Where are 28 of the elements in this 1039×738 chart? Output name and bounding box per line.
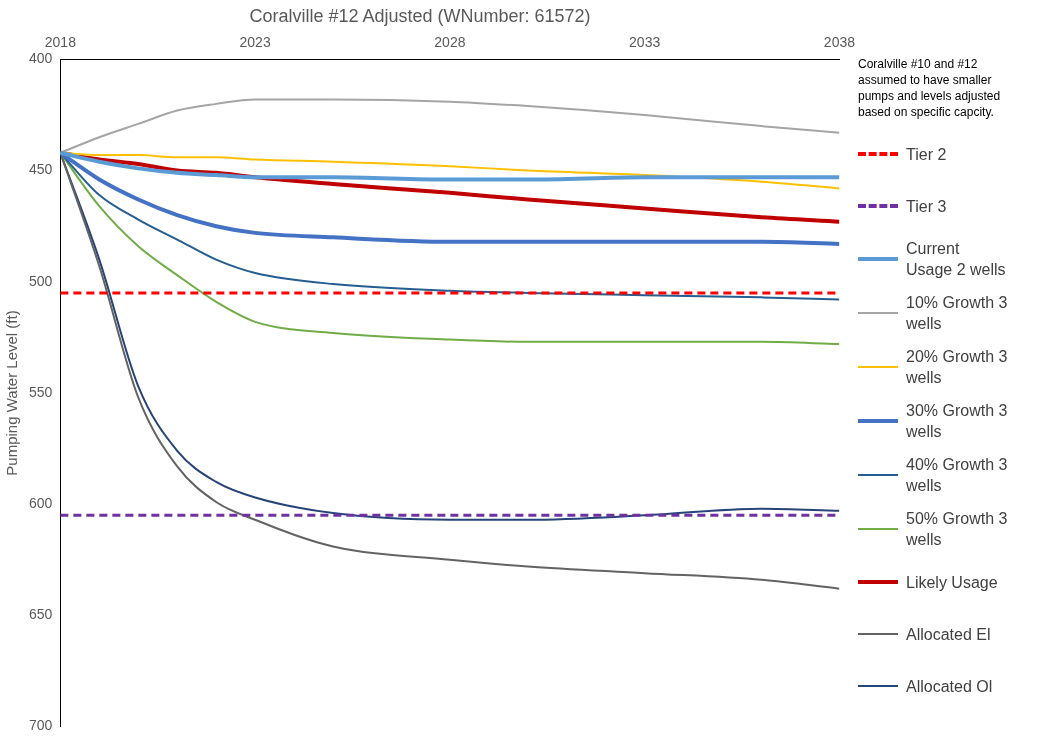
- y-tick-label: 400: [29, 50, 53, 67]
- x-tick-label: 2028: [434, 33, 466, 50]
- y-tick-label: 700: [29, 717, 53, 734]
- legend-label: 30% Growth 3 wells: [906, 401, 1008, 442]
- legend-label: Allocated El: [906, 624, 991, 645]
- legend-label: Likely Usage: [906, 572, 998, 593]
- x-tick-label: 2023: [239, 33, 271, 50]
- chart-title: Coralville #12 Adjusted (WNumber: 61572): [249, 5, 591, 26]
- legend-label: Current Usage 2 wells: [906, 239, 1007, 280]
- legend-label: Tier 3: [906, 196, 947, 217]
- y-tick-label: 500: [29, 272, 53, 289]
- line-series: [60, 98, 840, 154]
- legend-label: 10% Growth 3 wells: [906, 293, 1008, 334]
- y-tick-label: 650: [29, 606, 53, 623]
- x-tick-label: 2033: [629, 33, 661, 50]
- y-tick-label: 600: [29, 495, 53, 512]
- legend-label: 20% Growth 3 wells: [906, 347, 1008, 388]
- legend-label: 40% Growth 3 wells: [906, 455, 1008, 496]
- y-tick-label: 550: [29, 383, 53, 400]
- x-tick-label: 2018: [44, 33, 77, 50]
- y-axis-title: Pumping Water Level (ft): [3, 310, 21, 476]
- legend-label: Allocated Ol: [906, 676, 993, 697]
- line-series: [60, 150, 840, 182]
- x-tick-label: 2038: [823, 33, 856, 50]
- text: Coralville #10 and #12 assumed to have smaller pumps and levels adjusted based on specific capcity.: [858, 56, 1002, 120]
- y-tick-label: 450: [29, 161, 53, 178]
- legend-label: Tier 2: [906, 144, 947, 165]
- legend-label: 50% Growth 3 wells: [906, 509, 1008, 550]
